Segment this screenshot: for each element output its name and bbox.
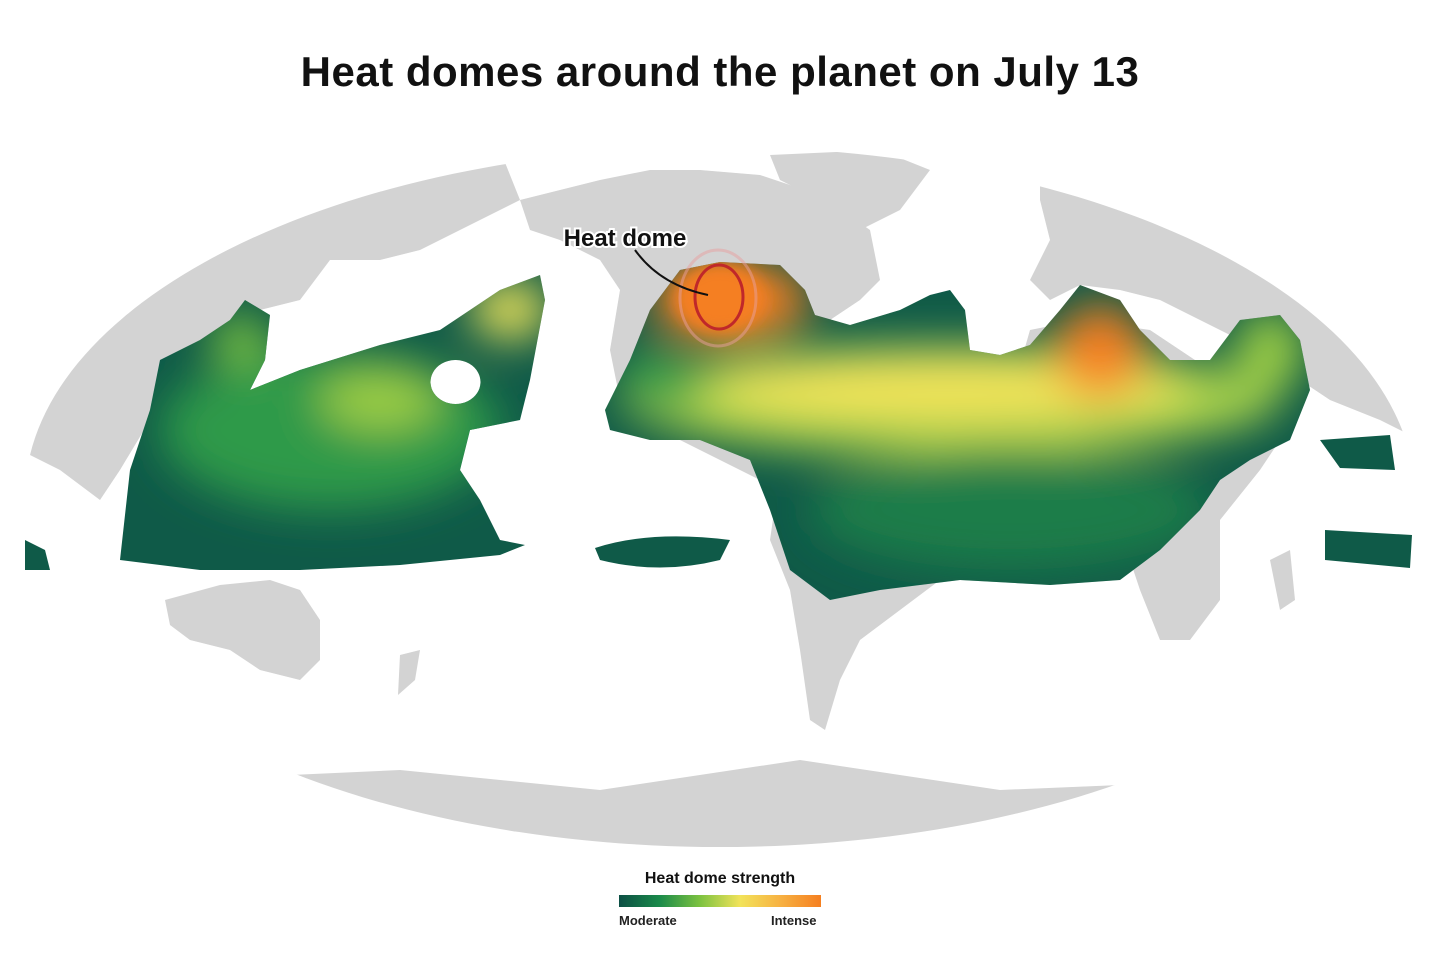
legend-low-label: Moderate bbox=[619, 913, 677, 928]
map: Heat dome bbox=[25, 147, 1415, 847]
title: Heat domes around the planet on July 13 bbox=[300, 48, 1140, 95]
annotation-label: Heat dome bbox=[564, 225, 687, 252]
legend-high-label: Intense bbox=[771, 913, 817, 928]
legend-color-bar bbox=[619, 895, 821, 907]
annotation: Heat dome bbox=[562, 223, 758, 348]
legend-title: Heat dome strength bbox=[644, 870, 796, 887]
